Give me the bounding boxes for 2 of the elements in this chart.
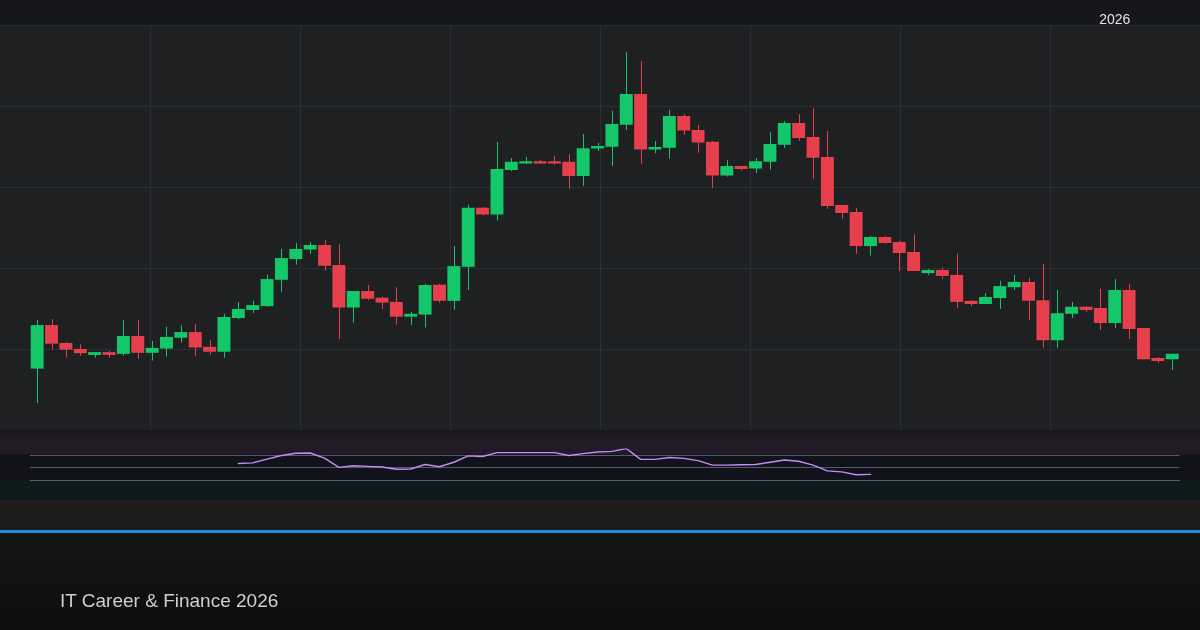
x-tick-label: 2026 bbox=[1099, 11, 1131, 28]
text: IT Career & Finance 2026 bbox=[60, 590, 279, 612]
